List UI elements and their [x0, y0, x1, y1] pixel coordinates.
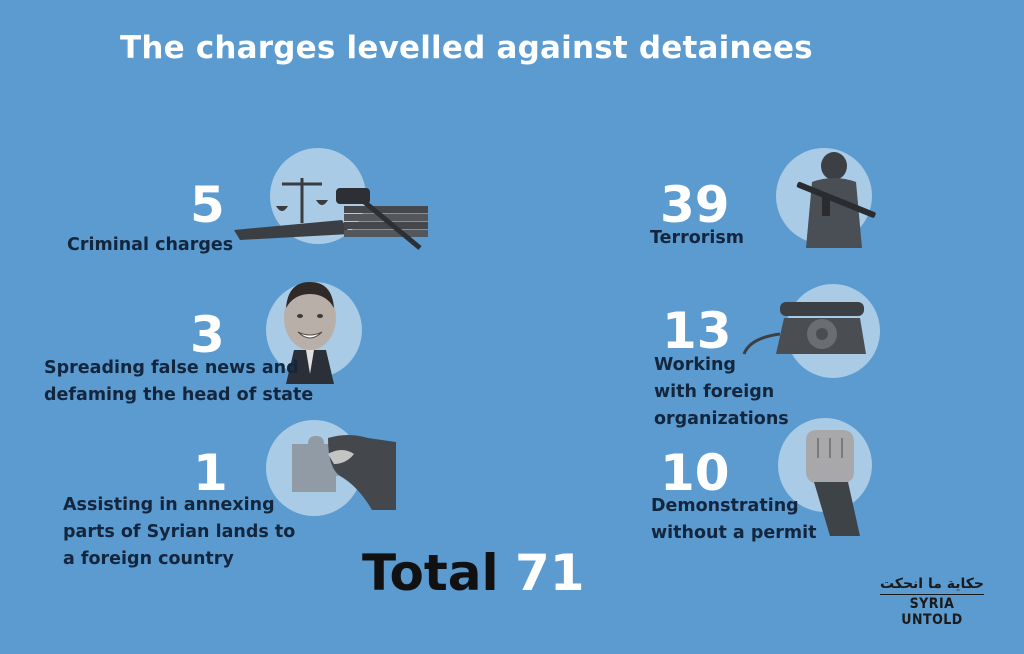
- foreign-orgs-value: 13: [662, 302, 732, 360]
- total-value: 71: [515, 544, 585, 602]
- armed-man-icon: [796, 152, 876, 248]
- demonstrating-label: Demonstrating without a permit: [651, 496, 817, 543]
- raised-fist-icon: [806, 430, 860, 536]
- criminal-charges-label: Criminal charges: [67, 235, 234, 255]
- annexing-label: Assisting in annexing parts of Syrian la…: [63, 495, 296, 569]
- logo-english-text: SYRIA UNTOLD: [880, 594, 984, 628]
- syria-untold-logo: حكاية ما انحكت SYRIA UNTOLD: [880, 576, 984, 628]
- annexing-value: 1: [193, 444, 228, 502]
- demonstrating-value: 10: [660, 444, 730, 502]
- terrorism-label: Terrorism: [650, 228, 745, 248]
- false-news-value: 3: [190, 306, 225, 364]
- chart-title: The charges levelled against detainees: [120, 30, 813, 66]
- puzzle-piece-hand-icon: [292, 435, 396, 510]
- false-news-label: Spreading false news and defaming the he…: [44, 358, 314, 405]
- criminal-charges-value: 5: [190, 176, 225, 234]
- rotary-telephone-icon: [742, 302, 866, 355]
- portrait-icon: [284, 282, 336, 384]
- terrorism-value: 39: [660, 176, 730, 234]
- logo-arabic-text: حكاية ما انحكت: [879, 576, 984, 592]
- total-label: Total: [362, 544, 499, 602]
- foreign-orgs-label: Working with foreign organizations: [654, 355, 789, 429]
- scales-gavel-books-icon: [234, 178, 428, 250]
